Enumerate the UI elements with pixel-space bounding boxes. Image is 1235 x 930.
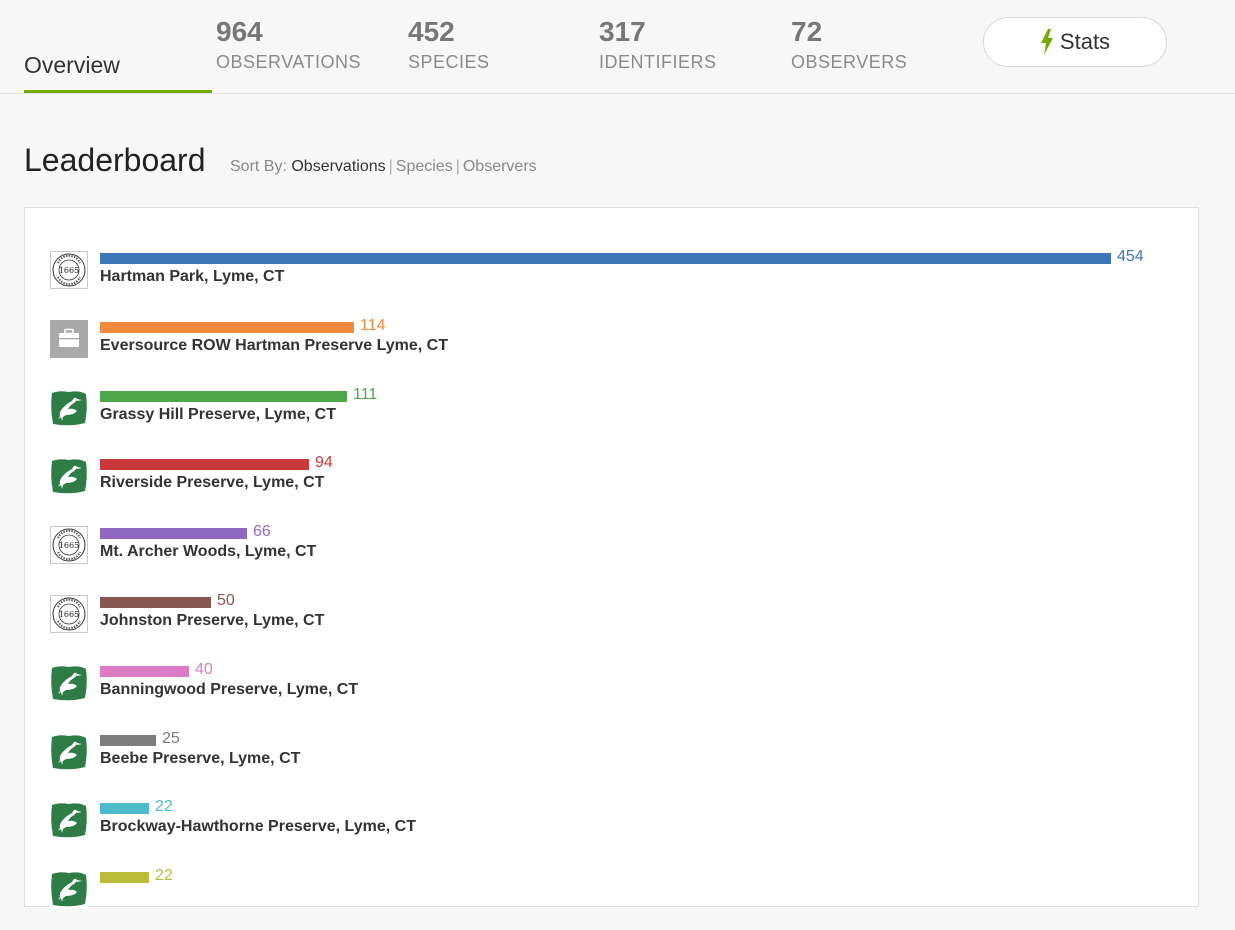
- heron-icon: [50, 801, 88, 840]
- svg-text:1665: 1665: [59, 610, 79, 619]
- leaderboard-place-name[interactable]: Grassy Hill Preserve, Lyme, CT: [100, 405, 336, 423]
- leaderboard-value: 25: [162, 729, 180, 747]
- heron-icon: [50, 663, 88, 702]
- leaderboard-bar: [100, 528, 247, 540]
- leaderboard-value: 22: [155, 867, 173, 885]
- leaderboard-value: 22: [155, 798, 173, 816]
- stats-button-label: Stats: [1059, 29, 1111, 54]
- leaderboard-value: 454: [1117, 248, 1144, 265]
- leaderboard-bar: [100, 597, 211, 608]
- leaderboard-row[interactable]: 94 Riverside Preserve, Lyme, CT: [25, 454, 1195, 517]
- stat-observers-label: OBSERVERS: [791, 52, 908, 72]
- heron-icon: [50, 388, 88, 427]
- leaderboard-title: Leaderboard: [24, 142, 206, 178]
- stat-observations[interactable]: 964 OBSERVATIONS: [216, 16, 361, 73]
- leaderboard-bar: [100, 390, 347, 402]
- leaderboard-bar: [100, 253, 1111, 264]
- leaderboard-place-name[interactable]: Johnston Preserve, Lyme, CT: [100, 612, 325, 629]
- stat-identifiers-label: IDENTIFIERS: [599, 52, 717, 72]
- sort-option-observations[interactable]: Observations: [291, 158, 386, 175]
- leaderboard-row[interactable]: 22 Brockway-Hawthorne Preserve, Lyme, CT: [25, 798, 1195, 861]
- stat-identifiers-value: 317: [599, 16, 646, 47]
- stats-button[interactable]: Stats: [983, 17, 1167, 67]
- leaderboard-bar: [100, 459, 309, 471]
- town-seal-icon: 1665: [50, 595, 88, 633]
- svg-text:1665: 1665: [59, 266, 79, 275]
- leaderboard-value: 114: [360, 316, 386, 334]
- leaderboard-value: 40: [195, 660, 213, 678]
- leaderboard-place-name[interactable]: Banningwood Preserve, Lyme, CT: [100, 680, 359, 698]
- tab-overview[interactable]: Overview: [24, 0, 212, 93]
- project-stats-bar: Overview 964 OBSERVATIONS 452 SPECIES 31…: [0, 0, 1235, 94]
- stat-observations-label: OBSERVATIONS: [216, 52, 362, 72]
- heron-icon: [50, 870, 88, 909]
- leaderboard-panel: 1665 454 Hartman Park, Lyme, CT 114 Eversour…: [24, 207, 1199, 909]
- leaderboard-place-name[interactable]: Beebe Preserve, Lyme, CT: [100, 749, 301, 767]
- sort-option-species[interactable]: Species: [395, 158, 453, 175]
- sort-divider: |: [388, 158, 393, 175]
- leaderboard-bar: [100, 321, 354, 333]
- leaderboard-row[interactable]: 40 Banningwood Preserve, Lyme, CT: [25, 660, 1195, 724]
- stat-species-value: 452: [408, 16, 455, 47]
- leaderboard-row[interactable]: 1665 66 Mt. Archer Woods, Lyme, CT: [25, 523, 1195, 586]
- stat-species-label: SPECIES: [408, 52, 490, 72]
- briefcase-icon: [50, 319, 88, 358]
- leaderboard-row[interactable]: 111 Grassy Hill Preserve, Lyme, CT: [25, 385, 1195, 449]
- sort-by-label: Sort By:: [230, 158, 287, 175]
- stat-species[interactable]: 452 SPECIES: [408, 16, 490, 73]
- stat-observations-value: 964: [216, 16, 263, 47]
- leaderboard-row[interactable]: 114 Eversource ROW Hartman Preserve Lyme,…: [25, 316, 1195, 380]
- leaderboard-value: 94: [315, 454, 333, 472]
- stat-identifiers[interactable]: 317 IDENTIFIERS: [599, 16, 717, 73]
- leaderboard-value: 66: [253, 523, 271, 541]
- town-seal-icon: 1665: [50, 526, 88, 565]
- sort-divider: |: [455, 158, 460, 175]
- stat-observers-value: 72: [791, 16, 823, 47]
- leaderboard-row[interactable]: 22: [25, 867, 1195, 930]
- stat-observers[interactable]: 72 OBSERVERS: [791, 16, 907, 73]
- leaderboard-bar: [100, 803, 149, 815]
- leaderboard-value: 111: [353, 385, 378, 403]
- leaderboard-value: 50: [217, 592, 235, 609]
- leaderboard-place-name[interactable]: Eversource ROW Hartman Preserve Lyme, CT: [100, 336, 448, 354]
- svg-text:1665: 1665: [59, 541, 79, 550]
- town-seal-icon: 1665: [50, 251, 88, 289]
- leaderboard-row[interactable]: 1665 454 Hartman Park, Lyme, CT: [25, 248, 1195, 311]
- sort-by-controls: Sort By: Observations | Species | Observers: [230, 158, 537, 176]
- leaderboard-row[interactable]: 25 Beebe Preserve, Lyme, CT: [25, 729, 1195, 793]
- leaderboard-place-name[interactable]: Mt. Archer Woods, Lyme, CT: [100, 543, 317, 561]
- heron-icon: [50, 732, 88, 771]
- leaderboard-place-name[interactable]: Brockway-Hawthorne Preserve, Lyme, CT: [100, 818, 416, 836]
- lightning-bolt-icon: [1040, 29, 1054, 55]
- heron-icon: [50, 457, 88, 496]
- leaderboard-row[interactable]: 1665 50 Johnston Preserve, Lyme, CT: [25, 592, 1195, 655]
- leaderboard-place-name[interactable]: Hartman Park, Lyme, CT: [100, 268, 285, 285]
- leaderboard-place-name[interactable]: Riverside Preserve, Lyme, CT: [100, 474, 325, 492]
- sort-option-observers[interactable]: Observers: [462, 158, 537, 175]
- tab-overview-label: Overview: [24, 52, 120, 78]
- leaderboard-bar: [100, 734, 156, 746]
- leaderboard-bar: [100, 665, 189, 677]
